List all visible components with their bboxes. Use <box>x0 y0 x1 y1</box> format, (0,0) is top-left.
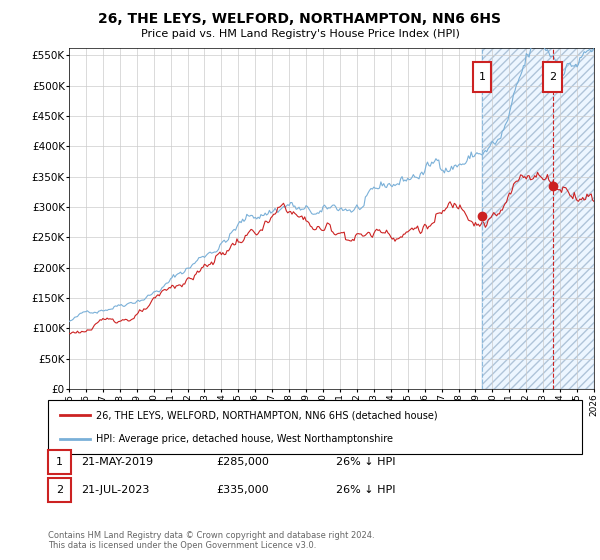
Text: HPI: Average price, detached house, West Northamptonshire: HPI: Average price, detached house, West… <box>96 433 393 444</box>
Text: 1: 1 <box>56 457 63 467</box>
Text: 1: 1 <box>478 72 485 82</box>
Text: 26, THE LEYS, WELFORD, NORTHAMPTON, NN6 6HS (detached house): 26, THE LEYS, WELFORD, NORTHAMPTON, NN6 … <box>96 410 437 421</box>
Bar <box>543 63 562 92</box>
Text: 26, THE LEYS, WELFORD, NORTHAMPTON, NN6 6HS: 26, THE LEYS, WELFORD, NORTHAMPTON, NN6 … <box>98 12 502 26</box>
Text: 2: 2 <box>56 485 63 495</box>
Bar <box>482 48 594 389</box>
Text: 26% ↓ HPI: 26% ↓ HPI <box>336 457 395 467</box>
Text: Price paid vs. HM Land Registry's House Price Index (HPI): Price paid vs. HM Land Registry's House … <box>140 29 460 39</box>
Text: 2: 2 <box>549 72 556 82</box>
Text: £285,000: £285,000 <box>216 457 269 467</box>
Text: £335,000: £335,000 <box>216 485 269 495</box>
Text: 26% ↓ HPI: 26% ↓ HPI <box>336 485 395 495</box>
Text: 21-JUL-2023: 21-JUL-2023 <box>81 485 149 495</box>
Text: Contains HM Land Registry data © Crown copyright and database right 2024.
This d: Contains HM Land Registry data © Crown c… <box>48 530 374 550</box>
Text: 21-MAY-2019: 21-MAY-2019 <box>81 457 153 467</box>
Bar <box>473 63 491 92</box>
Bar <box>482 48 594 389</box>
